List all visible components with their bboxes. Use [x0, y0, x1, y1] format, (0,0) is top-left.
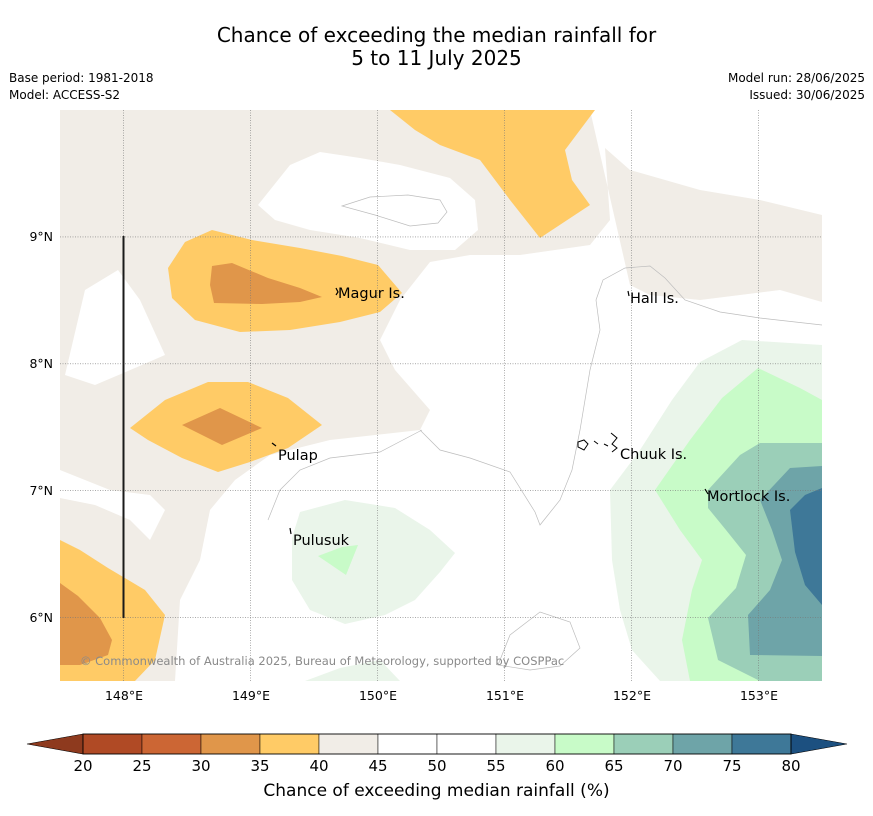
meta-left: Base period: 1981-2018 Model: ACCESS-S2 [9, 70, 154, 104]
island-hall [627, 290, 630, 297]
label-mortlock: Mortlock Is. [707, 489, 790, 505]
model-name: Model: ACCESS-S2 [9, 88, 121, 102]
colorbar-segment [436, 733, 497, 755]
contour-lines [267, 194, 822, 671]
colorbar-tick-label: 30 [191, 757, 210, 775]
colorbar-segment [613, 733, 674, 755]
colorbar-outline [82, 733, 792, 755]
islands [271, 287, 709, 535]
colorbar-segment [495, 733, 556, 755]
meta-right: Model run: 28/06/2025 Issued: 30/06/2025 [728, 70, 865, 104]
colorbar-segment [82, 733, 143, 755]
lat-tick-8: 8°N [29, 356, 53, 371]
field-45-55-ne [790, 110, 822, 175]
lon-tick-152: 152°E [613, 688, 651, 703]
colorbar-tick-label: 55 [486, 757, 505, 775]
field-30-35-pulap [182, 408, 262, 445]
field-45-55-west [65, 270, 165, 385]
field-30-35-sw [60, 583, 112, 665]
island-mortlock [704, 488, 709, 495]
lon-tick-150: 150°E [359, 688, 397, 703]
field-45-55-north [258, 152, 478, 250]
label-magur: Magur Is. [338, 286, 405, 302]
colorbar-extend-low [26, 733, 84, 755]
field-35-40-magur [168, 230, 402, 332]
probability-fields [60, 110, 822, 681]
island-magur [335, 287, 339, 296]
colorbar-tick-label: 50 [427, 757, 446, 775]
chart-title: Chance of exceeding the median rainfall … [216, 23, 657, 47]
colorbar-segment [672, 733, 733, 755]
colorbar-tick-label: 60 [545, 757, 564, 775]
colorbar-segment [259, 733, 320, 755]
label-chuuk: Chuuk Is. [620, 447, 687, 463]
colorbar-segment [200, 733, 261, 755]
base-period: Base period: 1981-2018 [9, 71, 154, 85]
island-chuuk [577, 432, 618, 453]
lat-tick-9: 9°N [29, 229, 53, 244]
model-run: Model run: 28/06/2025 [727, 71, 865, 85]
issued-date: Issued: 30/06/2025 [749, 88, 865, 102]
colorbar-tick-label: 35 [250, 757, 269, 775]
colorbar-segment [377, 733, 438, 755]
colorbar-segment [141, 733, 202, 755]
label-pulap: Pulap [278, 448, 318, 464]
colorbar-tick-label: 80 [781, 757, 800, 775]
lon-tick-148: 148°E [105, 688, 143, 703]
lat-tick-6: 6°N [29, 610, 53, 625]
colorbar-tick-label: 25 [132, 757, 151, 775]
lon-tick-151: 151°E [486, 688, 524, 703]
colorbar-tick-label: 70 [663, 757, 682, 775]
field-30-35-magur [210, 263, 322, 304]
label-hall: Hall Is. [630, 291, 679, 307]
lat-tick-7: 7°N [29, 483, 53, 498]
colorbar-tick-label: 65 [604, 757, 623, 775]
place-labels: Magur Is. Hall Is. Pulap Chuuk Is. Mortl… [278, 286, 790, 549]
field-55-60-south [305, 660, 400, 681]
colorbar-segment [554, 733, 615, 755]
colorbar-tick-label: 45 [368, 757, 387, 775]
lon-tick-149: 149°E [232, 688, 270, 703]
chart-subtitle: 5 to 11 July 2025 [351, 46, 522, 70]
lon-tick-153: 153°E [740, 688, 778, 703]
field-60-65-pulusuk [318, 545, 358, 575]
island-pulusuk [289, 527, 292, 535]
colorbar-tick-label: 40 [309, 757, 328, 775]
field-55-60-pulusuk [292, 500, 455, 624]
colorbar-label: Chance of exceeding median rainfall (%) [263, 781, 610, 801]
colorbar-tick-label: 75 [722, 757, 741, 775]
colorbar-tick-label: 20 [73, 757, 92, 775]
colorbar-ticks: 20 25 30 35 40 45 50 55 60 65 70 75 80 [73, 757, 800, 775]
colorbar-segments [82, 733, 792, 755]
field-45-55-sw [60, 470, 165, 540]
label-pulusuk: Pulusuk [293, 533, 350, 549]
axis-labels: 148°E 149°E 150°E 151°E 152°E 153°E 6°N … [29, 229, 778, 703]
copyright-text: © Commonwealth of Australia 2025, Bureau… [80, 654, 564, 668]
colorbar-segment [318, 733, 379, 755]
colorbar-segment [731, 733, 792, 755]
colorbar: 20 25 30 35 40 45 50 55 60 65 70 75 80 [26, 733, 848, 775]
colorbar-extend-high [790, 733, 848, 755]
island-pulap [271, 442, 277, 447]
field-75-80 [790, 488, 822, 605]
field-35-40-top [390, 110, 595, 238]
